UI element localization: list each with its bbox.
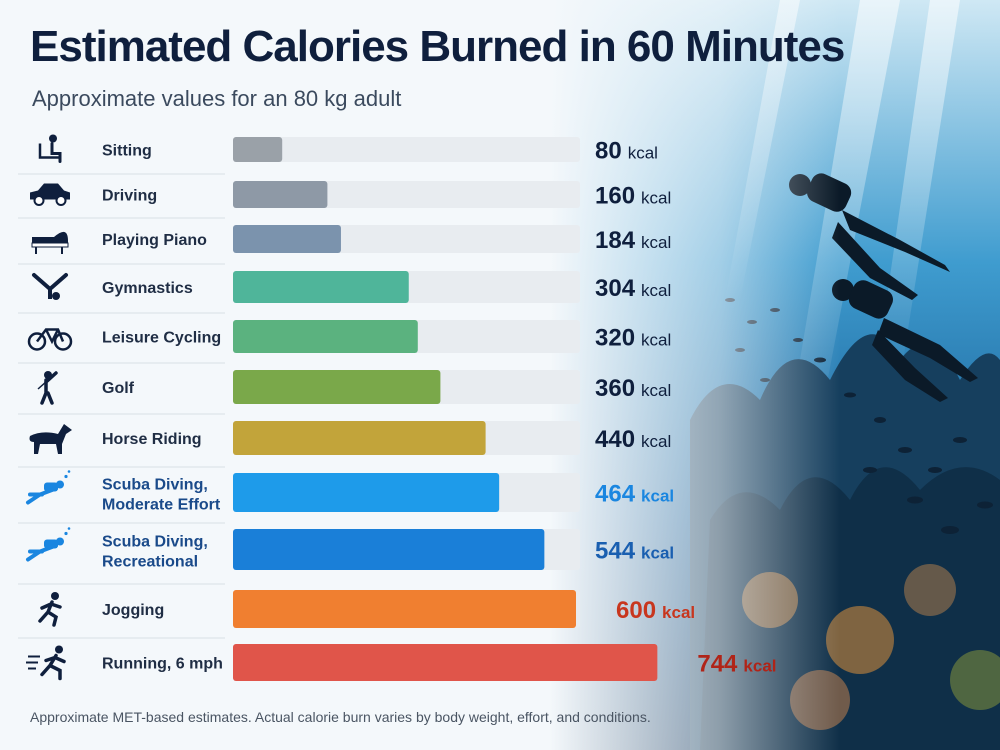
jogger-icon (38, 592, 62, 627)
category-label: Leisure Cycling (102, 330, 221, 347)
category-label: Sitting (102, 143, 152, 160)
category-label: Playing Piano (102, 232, 207, 249)
diver-icon (26, 470, 71, 505)
bar (233, 181, 328, 208)
value-label: 184 kcal (595, 227, 671, 254)
diver-icon (26, 527, 71, 562)
chart-row: Gymnastics 304 kcal (18, 263, 671, 303)
bar (233, 644, 658, 681)
chart-row: Jogging 600 kcal (18, 583, 695, 628)
footnote: Approximate MET-based estimates. Actual … (30, 709, 651, 725)
category-label: Horse Riding (102, 431, 202, 448)
value-label: 464 kcal (595, 481, 674, 508)
chart-row: Scuba Diving, Recreational 544 kcal (18, 522, 674, 571)
category-label: Driving (102, 188, 157, 205)
value-label: 600 kcal (616, 597, 695, 624)
car-icon (30, 183, 70, 206)
bar (233, 473, 500, 512)
value-label: 440 kcal (595, 426, 671, 453)
category-label: Scuba Diving, Moderate Effort (102, 477, 221, 514)
bar (233, 137, 283, 162)
value-label: 320 kcal (595, 325, 671, 352)
value-label: 544 kcal (595, 538, 674, 565)
bar (233, 421, 486, 455)
chart-row: Playing Piano 184 kcal (18, 217, 671, 254)
chart-title: Estimated Calories Burned in 60 Minutes (30, 22, 845, 71)
chart-row: Sitting 80 kcal (38, 134, 658, 165)
chart-row: Driving 160 kcal (18, 173, 671, 210)
bar (233, 370, 441, 404)
golf-icon (37, 371, 58, 405)
bar (233, 320, 418, 353)
category-label: Golf (102, 380, 135, 397)
value-label: 304 kcal (595, 275, 671, 302)
value-label: 744 kcal (697, 651, 776, 678)
bar-track (233, 137, 580, 162)
chart-row: Running, 6 mph 744 kcal (18, 637, 777, 681)
bicycle-icon (27, 328, 73, 351)
category-label: Jogging (102, 602, 164, 619)
category-label: Gymnastics (102, 280, 193, 297)
bar (233, 271, 409, 303)
value-label: 160 kcal (595, 183, 671, 210)
value-label: 360 kcal (595, 375, 671, 402)
horse-icon (29, 424, 72, 454)
category-label: Running, 6 mph (102, 656, 223, 673)
sitting-icon (38, 134, 62, 163)
chart-subtitle: Approximate values for an 80 kg adult (32, 86, 402, 111)
chart-row: Leisure Cycling 320 kcal (18, 312, 671, 353)
category-label: Scuba Diving, Recreational (102, 534, 208, 571)
bar (233, 529, 545, 570)
gymnastics-icon (32, 273, 68, 300)
bar (233, 225, 341, 253)
piano-icon (31, 231, 69, 254)
value-label: 80 kcal (595, 138, 658, 165)
chart-row: Horse Riding 440 kcal (18, 413, 671, 455)
chart-row: Scuba Diving, Moderate Effort 464 kcal (18, 466, 674, 514)
runner-icon (26, 645, 66, 681)
bar (233, 590, 576, 628)
chart-row: Golf 360 kcal (18, 362, 671, 405)
